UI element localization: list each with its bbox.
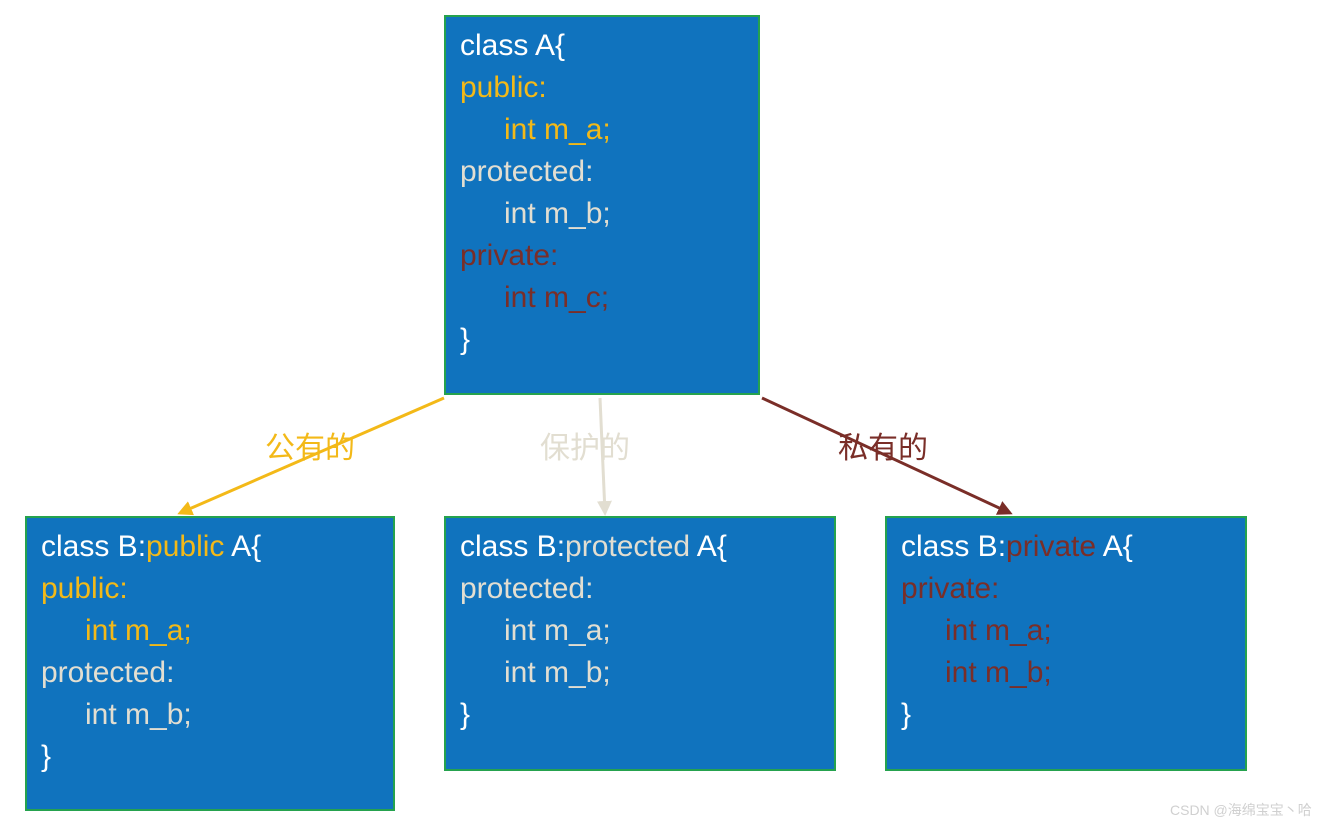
code-line: int m_b; [41,694,379,736]
code-line: private: [460,235,744,277]
code-line: } [460,694,820,736]
header-seg: class B: [460,530,565,563]
node-header: class B:protected A{ [460,526,820,568]
node-header: class B:private A{ [901,526,1231,568]
header-seg: A{ [1096,530,1133,563]
code-line: int m_a; [460,610,820,652]
code-line: public: [41,568,379,610]
node-root: class A{public:int m_a;protected:int m_b… [444,15,760,395]
code-line: int m_b; [460,193,744,235]
code-line: private: [901,568,1231,610]
code-line: } [901,694,1231,736]
header-seg: A{ [224,530,261,563]
header-seg: protected [565,530,690,563]
edge-label-protected: 保护的 [540,423,630,467]
code-line: protected: [41,652,379,694]
code-line: protected: [460,151,744,193]
code-line: int m_b; [460,652,820,694]
node-middle: class B:protected A{protected:int m_a;in… [444,516,836,771]
code-line: int m_a; [41,610,379,652]
watermark: CSDN @海绵宝宝丶哈 [1170,800,1312,820]
code-line: int m_b; [901,652,1231,694]
header-seg: class B: [41,530,146,563]
node-header: class B:public A{ [41,526,379,568]
node-left: class B:public A{public:int m_a;protecte… [25,516,395,811]
code-line: public: [460,67,744,109]
header-seg: private [1006,530,1096,563]
node-right: class B:private A{private:int m_a;int m_… [885,516,1247,771]
code-line: int m_a; [901,610,1231,652]
code-line: } [41,736,379,778]
header-seg: A{ [690,530,727,563]
code-line: int m_c; [460,277,744,319]
code-line: class A{ [460,25,744,67]
code-line: } [460,319,744,361]
edge-label-private: 私有的 [838,423,928,467]
code-line: protected: [460,568,820,610]
header-seg: public [146,530,224,563]
code-line: int m_a; [460,109,744,151]
header-seg: class B: [901,530,1006,563]
edge-label-public: 公有的 [265,423,355,467]
